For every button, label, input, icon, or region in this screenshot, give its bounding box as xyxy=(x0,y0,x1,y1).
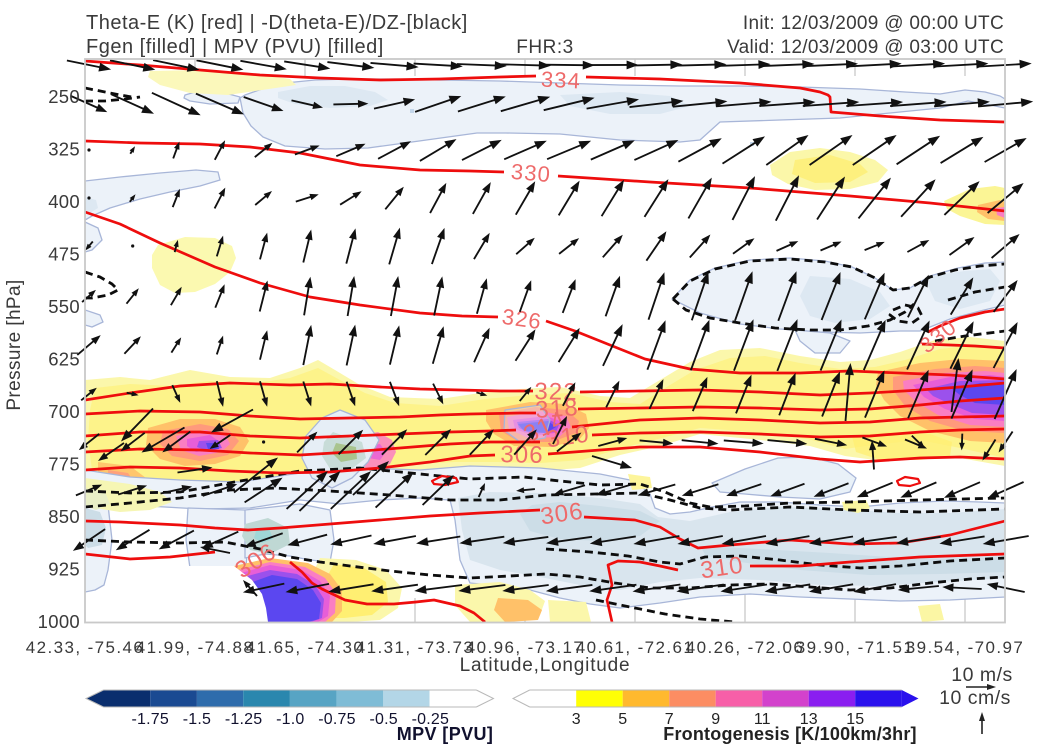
svg-text:-1.0: -1.0 xyxy=(276,711,304,728)
svg-text:334: 334 xyxy=(540,66,581,93)
svg-text:MPV [PVU]: MPV [PVU] xyxy=(397,724,494,744)
svg-text:925: 925 xyxy=(48,559,80,580)
svg-text:-0.75: -0.75 xyxy=(318,711,355,728)
svg-text:Latitude,Longitude: Latitude,Longitude xyxy=(460,655,631,676)
svg-text:330: 330 xyxy=(510,159,552,187)
svg-text:850: 850 xyxy=(48,506,80,527)
svg-text:400: 400 xyxy=(48,191,80,212)
svg-text:Pressure [hPa]: Pressure [hPa] xyxy=(4,279,25,410)
svg-text:42.33, -75.46: 42.33, -75.46 xyxy=(26,638,144,657)
svg-text:40.26, -72.06: 40.26, -72.06 xyxy=(686,638,804,657)
svg-text:-1.75: -1.75 xyxy=(131,711,168,728)
svg-text:41.65, -74.30: 41.65, -74.30 xyxy=(246,638,364,657)
svg-text:10 m/s: 10 m/s xyxy=(951,664,1013,686)
svg-text:5: 5 xyxy=(618,711,627,728)
svg-text:775: 775 xyxy=(48,454,80,475)
svg-text:-1.25: -1.25 xyxy=(225,711,262,728)
svg-text:Theta-E (K) [red] | -D(theta-E: Theta-E (K) [red] | -D(theta-E)/DZ-[blac… xyxy=(86,12,468,34)
svg-text:10 cm/s: 10 cm/s xyxy=(939,687,1011,709)
svg-text:700: 700 xyxy=(48,401,80,422)
svg-text:550: 550 xyxy=(48,296,80,317)
svg-text:-0.5: -0.5 xyxy=(370,711,398,728)
svg-text:Init: 12/03/2009 @ 00:00 UTC: Init: 12/03/2009 @ 00:00 UTC xyxy=(743,13,1004,34)
svg-text:Valid: 12/03/2009 @ 03:00 UTC: Valid: 12/03/2009 @ 03:00 UTC xyxy=(727,37,1004,58)
svg-text:1000: 1000 xyxy=(38,611,80,632)
svg-text:FHR:3: FHR:3 xyxy=(516,37,573,58)
svg-text:625: 625 xyxy=(48,349,80,370)
svg-text:325: 325 xyxy=(48,139,80,160)
svg-text:39.54, -70.97: 39.54, -70.97 xyxy=(906,638,1024,657)
svg-text:Frontogenesis [K/100km/3hr]: Frontogenesis [K/100km/3hr] xyxy=(663,724,916,744)
svg-text:Fgen [filled] | MPV (PVU) [fil: Fgen [filled] | MPV (PVU) [filled] xyxy=(86,36,384,58)
svg-text:41.31, -73.73: 41.31, -73.73 xyxy=(356,638,474,657)
svg-text:250: 250 xyxy=(48,86,80,107)
svg-text:475: 475 xyxy=(48,244,80,265)
svg-text:39.90, -71.51: 39.90, -71.51 xyxy=(796,638,914,657)
svg-text:-1.5: -1.5 xyxy=(183,711,211,728)
svg-text:41.99, -74.88: 41.99, -74.88 xyxy=(136,638,254,657)
svg-text:3: 3 xyxy=(572,711,581,728)
